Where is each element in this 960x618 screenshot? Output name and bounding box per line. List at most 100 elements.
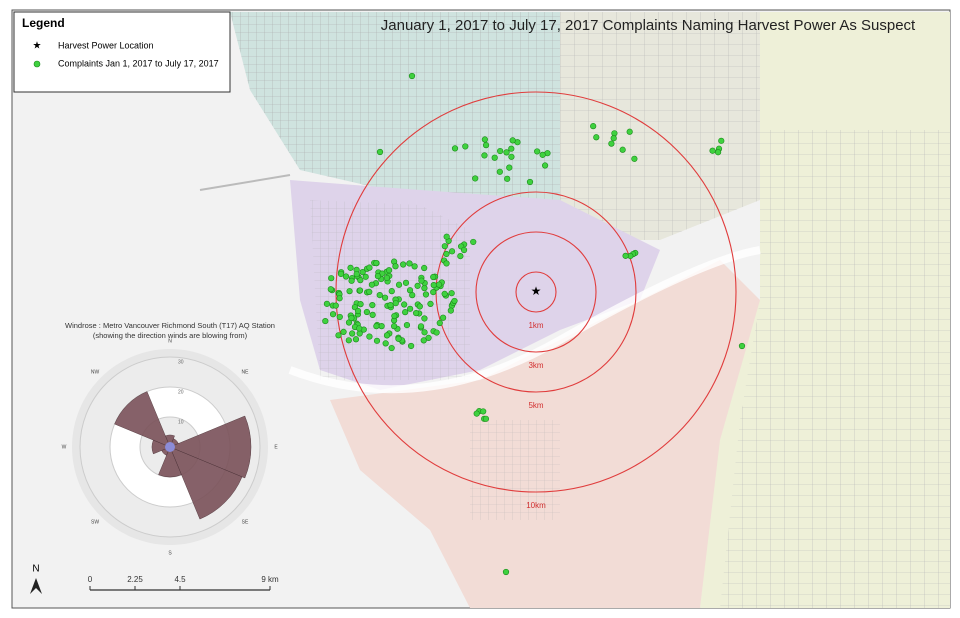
complaint-point [336, 313, 343, 321]
complaint-point [391, 323, 398, 330]
complaint-point [383, 332, 391, 339]
complaint-point [509, 137, 516, 144]
complaint-point [363, 308, 370, 316]
complaint-point [381, 294, 389, 301]
legend-box [13, 11, 231, 93]
legend-star: ★ [33, 41, 42, 52]
complaint-point [391, 312, 398, 320]
complaint-point [481, 152, 488, 159]
legend-item: Complaints Jan 1, 2017 to July 17, 2017 [58, 58, 219, 68]
fraser-river [288, 246, 761, 394]
complaint-point [506, 164, 513, 171]
complaint-point [406, 260, 413, 267]
complaint-point [357, 301, 364, 308]
complaint-point [504, 175, 511, 182]
complaint-point [374, 272, 382, 280]
complaint-point [357, 277, 364, 284]
windrose-direction: S [168, 550, 172, 556]
jetty [199, 174, 291, 191]
north-streets [230, 12, 560, 240]
complaint-point [368, 281, 376, 288]
complaint-point [329, 311, 337, 318]
complaint-point [709, 147, 716, 154]
complaint-point [436, 319, 443, 327]
complaint-point [430, 273, 437, 281]
complaint-point [497, 147, 504, 155]
complaint-point [443, 233, 450, 240]
complaint-point [430, 288, 437, 296]
complaint-point [395, 335, 402, 342]
complaint-point [539, 151, 546, 158]
complaint-point [482, 415, 490, 422]
complaint-point [323, 300, 331, 307]
complaint-point [416, 303, 423, 310]
complaint-point [337, 270, 345, 278]
north-arrow [30, 578, 42, 594]
complaint-point [714, 149, 722, 156]
complaint-point [622, 252, 629, 259]
windrose-direction: NE [241, 369, 249, 375]
complaint-point [482, 142, 490, 149]
complaint-point [400, 261, 407, 268]
complaint-point [369, 301, 376, 309]
scale-label: 9 km [261, 575, 279, 584]
complaint-point [608, 140, 615, 147]
complaint-point [631, 155, 638, 162]
complaint-point [441, 243, 448, 250]
complaint-point [376, 292, 383, 299]
complaint-point [496, 168, 503, 175]
complaint-point [420, 337, 427, 344]
complaint-point [376, 148, 384, 156]
complaint-point [448, 290, 455, 297]
complaint-point [593, 134, 600, 141]
complaint-point [366, 288, 373, 296]
complaint-point [441, 290, 448, 298]
ring-label: 10km [526, 501, 546, 510]
complaint-point [335, 332, 342, 339]
north-label: N [32, 564, 39, 575]
windrose-direction: SW [91, 519, 99, 525]
windrose-direction: E [274, 444, 278, 450]
complaint-point [462, 143, 469, 150]
distance-ring [475, 231, 597, 353]
windrose-petal [158, 446, 182, 478]
complaint-point [373, 323, 380, 330]
complaint-point [421, 315, 428, 322]
complaint-point [354, 307, 362, 315]
distance-ring [515, 271, 557, 313]
legend-heading: Legend [22, 16, 65, 30]
complaint-point [373, 259, 380, 267]
complaint-point [359, 269, 366, 276]
complaint-point [411, 263, 418, 270]
complaint-point [336, 295, 343, 302]
map-title: January 1, 2017 to July 17, 2017 Complai… [381, 17, 916, 34]
complaint-point [460, 246, 468, 254]
complaint-point [345, 337, 352, 344]
complaint-point [392, 263, 399, 270]
complaint-point [421, 264, 428, 272]
complaint-point [349, 330, 356, 337]
complaint-point [480, 408, 487, 415]
windrose-direction: NW [91, 369, 100, 375]
complaint-point [409, 292, 416, 299]
complaint-point [481, 136, 488, 143]
complaint-point [340, 328, 347, 336]
complaint-point [610, 135, 617, 142]
complaint-point [327, 286, 334, 293]
windrose-petal [169, 446, 243, 520]
complaint-point [401, 301, 408, 308]
complaint-point [388, 288, 395, 295]
complaint-point [427, 300, 434, 307]
complaint-point [353, 271, 360, 278]
complaint-point [421, 329, 428, 336]
complaint-point [451, 145, 459, 152]
windrose-title: Windrose : Metro Vancouver Richmond Sout… [65, 321, 275, 330]
complaint-point [366, 264, 373, 271]
windrose-petal [169, 415, 252, 479]
complaint-point [447, 307, 454, 314]
complaint-point [508, 145, 515, 152]
complaint-point [472, 175, 479, 182]
complaint-point [395, 281, 403, 288]
complaint-point [352, 336, 360, 343]
windrose-petal [114, 391, 171, 448]
